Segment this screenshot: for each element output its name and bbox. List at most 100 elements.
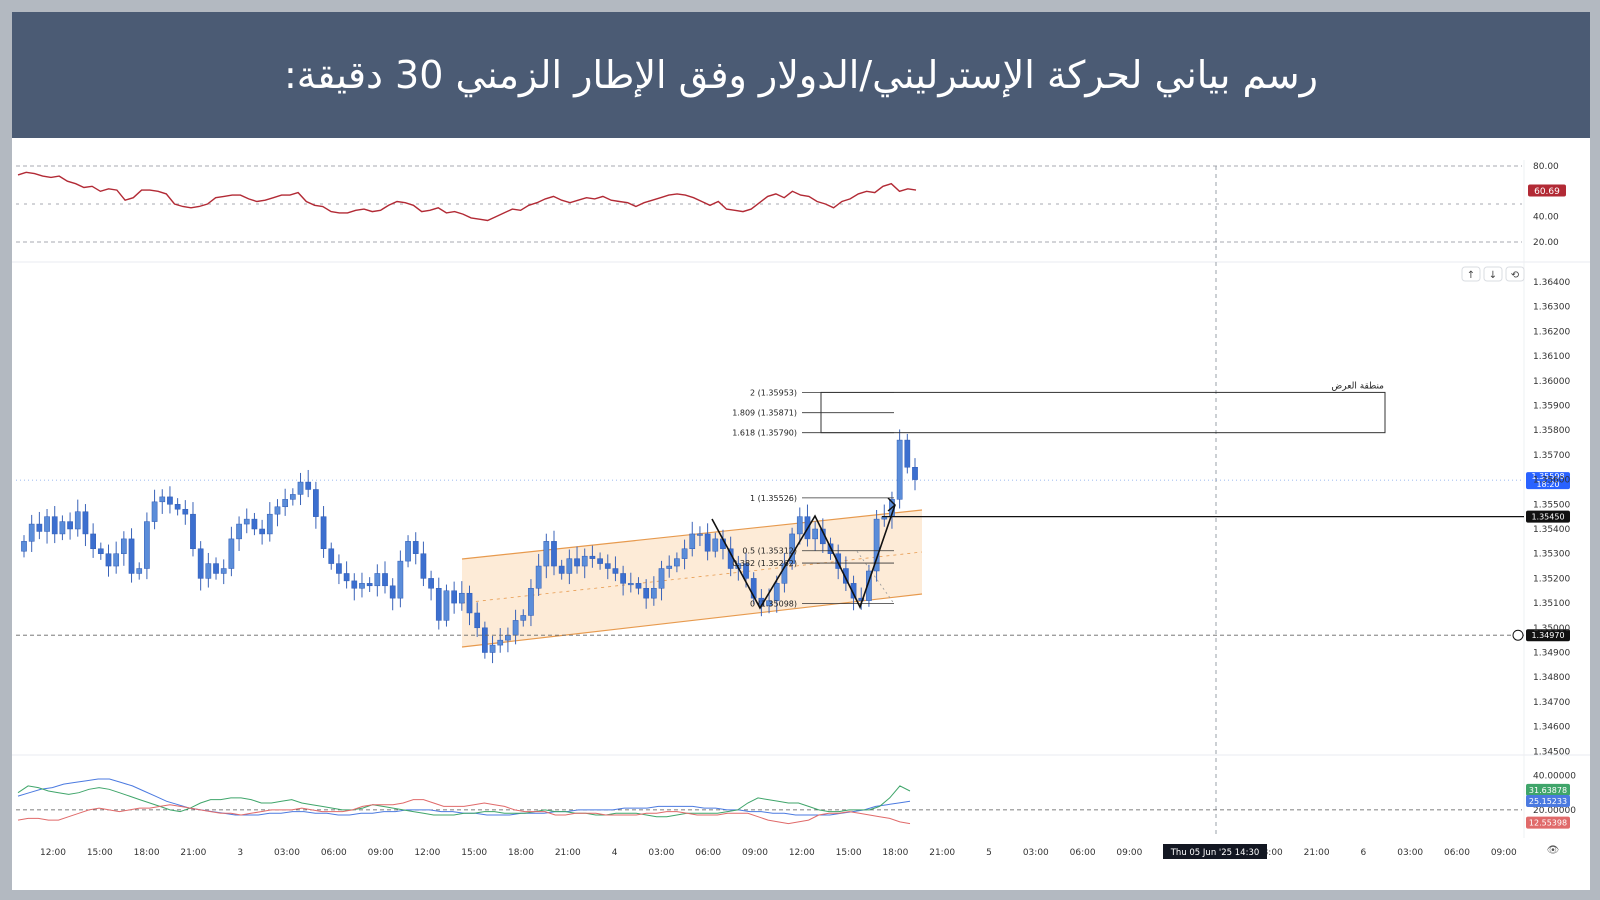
time-tick-label: 06:00 xyxy=(321,848,347,858)
price-tick-label: 1.35100 xyxy=(1533,599,1570,609)
last-price-label: 1.35598 xyxy=(1531,472,1564,481)
candle-body xyxy=(773,583,780,601)
price-tick-label: 1.35700 xyxy=(1533,451,1570,461)
candle-body xyxy=(904,439,911,468)
arrow-up-icon: ↑ xyxy=(1467,270,1475,281)
candle-body xyxy=(658,568,665,589)
candle-body xyxy=(866,570,872,601)
candle-body xyxy=(850,583,857,599)
candle-body xyxy=(528,588,534,616)
candle-body xyxy=(612,568,619,574)
candle-body xyxy=(712,538,719,552)
reset-icon: ⟲ xyxy=(1511,270,1520,281)
candle-body xyxy=(420,553,427,579)
time-tick-label: 12:00 xyxy=(414,848,440,858)
fib-level-label: 0.5 (1.35312) xyxy=(742,547,797,556)
level-price-tag xyxy=(1526,510,1570,523)
candle-body xyxy=(873,518,880,572)
dmi-pane: 40.00000 20.00000 31.63878 25.15233 12.55398 xyxy=(16,772,1576,829)
time-tick-label: 18:00 xyxy=(508,848,534,858)
time-tick-label: 09:00 xyxy=(368,848,394,858)
price-tick-label: 1.34700 xyxy=(1533,698,1570,708)
rsi-tick-label: 80.00 xyxy=(1533,162,1559,172)
candle-body xyxy=(320,516,327,550)
candle-body xyxy=(67,521,73,530)
candle-body xyxy=(750,578,757,599)
time-tick-label: 06:00 xyxy=(1444,848,1470,858)
candle-body xyxy=(220,568,227,574)
candle-body xyxy=(896,439,903,500)
candle-body xyxy=(259,528,265,535)
candle-body xyxy=(912,467,918,480)
fib-trend-line xyxy=(856,550,895,604)
trading-chart[interactable]: 80.00 40.00 20.00 60.69 2 (1.35953) 1.809 (1… xyxy=(12,138,1590,890)
time-tick-label: 03:00 xyxy=(1397,848,1423,858)
candle-body xyxy=(113,553,120,567)
candle-body xyxy=(351,580,358,589)
time-tick-label: 21:00 xyxy=(555,848,581,858)
candle-body xyxy=(174,504,181,510)
dmi-value-label: 12.55398 xyxy=(1529,819,1567,828)
candle-body xyxy=(151,501,158,522)
candle-body xyxy=(90,533,96,550)
candle-body xyxy=(512,620,519,636)
dmi-value-label: 25.15233 xyxy=(1529,797,1567,806)
channel-lower-line xyxy=(461,593,923,648)
slide-frame: رسم بياني لحركة الإسترليني/الدولار وفق ا… xyxy=(12,12,1590,890)
candle-body xyxy=(566,558,573,574)
time-tick-label: 09:00 xyxy=(1116,848,1142,858)
dmi-value-tag xyxy=(1526,795,1570,808)
candle-body xyxy=(197,548,204,579)
add-alert-icon xyxy=(1512,629,1524,641)
candle-body xyxy=(482,627,488,653)
candle-body xyxy=(36,523,43,532)
candle-body xyxy=(543,541,550,567)
dmi-tick-label: 20.00000 xyxy=(1533,806,1576,816)
candle-body xyxy=(74,511,81,530)
candle-body xyxy=(213,563,219,574)
candle-body xyxy=(97,548,104,554)
crosshair-time-label: Thu 05 Jun '25 14:30 xyxy=(1170,848,1260,858)
time-tick-label: 03:00 xyxy=(648,848,674,858)
candle-body xyxy=(282,499,289,508)
candle-body xyxy=(397,560,404,599)
fib-level-label: 2 (1.35953) xyxy=(750,388,797,397)
candle-body xyxy=(82,511,89,535)
title-banner: رسم بياني لحركة الإسترليني/الدولار وفق ا… xyxy=(12,12,1590,138)
hline-price-label: 1.34970 xyxy=(1531,631,1564,640)
last-price-tag xyxy=(1526,472,1570,490)
candle-body xyxy=(843,568,849,584)
candle-body xyxy=(128,538,135,574)
candle-body xyxy=(535,565,542,589)
candle-body xyxy=(589,555,596,559)
fib-level-label: 1 (1.35526) xyxy=(750,494,797,503)
dmi-plus-line xyxy=(17,785,911,818)
candle-body xyxy=(21,541,27,552)
candle-body xyxy=(389,585,396,599)
time-tick-label: 6 xyxy=(1361,848,1367,858)
rsi-tick-label: 40.00 xyxy=(1533,213,1559,223)
candle-body xyxy=(620,573,626,584)
price-tick-label: 1.35800 xyxy=(1533,426,1570,436)
reset-view-button[interactable]: ⟲ xyxy=(1505,266,1525,282)
visibility-toggle[interactable]: 👁 xyxy=(1547,845,1560,856)
axes-layer: 1.36400 1.36300 1.36200 1.36100 1.36000 1.359… xyxy=(40,278,1570,859)
time-tick-label: 4 xyxy=(612,848,618,858)
scroll-up-button[interactable]: ↑ xyxy=(1461,266,1481,282)
rsi-value-label: 60.69 xyxy=(1534,187,1560,197)
candle-body xyxy=(343,573,350,582)
price-tick-label: 1.34900 xyxy=(1533,649,1570,659)
price-tick-label: 1.34600 xyxy=(1533,723,1570,733)
candle-body xyxy=(28,523,35,542)
candle-body xyxy=(297,481,304,495)
rsi-line xyxy=(17,171,917,222)
time-tick-label: 21:00 xyxy=(1304,848,1330,858)
candle-body xyxy=(144,521,150,569)
price-tick-label: 1.36300 xyxy=(1533,303,1570,313)
candle-body xyxy=(243,518,250,525)
scroll-down-button[interactable]: ↓ xyxy=(1483,266,1503,282)
time-tick-label: 03:00 xyxy=(1023,848,1049,858)
candle-body xyxy=(627,583,634,586)
candle-body xyxy=(558,565,565,574)
candle-body xyxy=(451,590,457,604)
